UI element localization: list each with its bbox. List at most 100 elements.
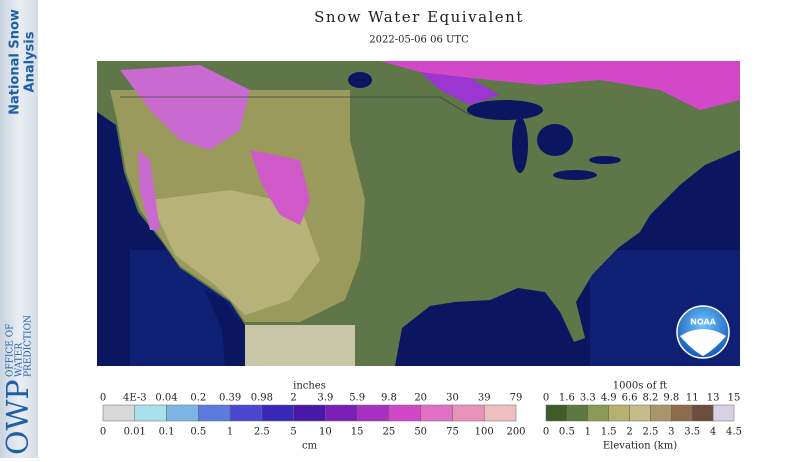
legend-swatch	[608, 404, 630, 422]
legend-swatch	[545, 404, 568, 422]
legend-label: 79	[510, 393, 523, 404]
legend-label: 15	[728, 393, 741, 404]
legend-label: 20	[414, 393, 427, 404]
legend-swatch	[229, 404, 263, 422]
snow	[120, 65, 250, 150]
legend-label: 0.01	[124, 427, 146, 438]
legend-label: 0	[100, 427, 106, 438]
legend-label: 2.5	[642, 427, 658, 438]
legend-label: 6.6	[622, 393, 638, 404]
legend-swatch	[325, 404, 358, 422]
org-logo: OWP OFFICE OF WATER PREDICTION	[1, 315, 36, 455]
map: NOAA	[97, 61, 740, 366]
noaa-bird	[680, 329, 726, 356]
lake	[589, 156, 621, 164]
desert	[150, 190, 320, 315]
gulf-of-california	[205, 290, 245, 366]
legend-swatch	[356, 404, 390, 422]
legend-swatch	[691, 404, 714, 422]
baja-region	[245, 325, 355, 366]
legend-swatch	[388, 404, 421, 422]
legend-label: 4E-3	[123, 393, 147, 404]
legend-label: 9.8	[381, 393, 397, 404]
legend-label: 3.9	[317, 393, 333, 404]
legend-swatch	[483, 404, 517, 422]
legend-label: 0.5	[190, 427, 206, 438]
title: Snow Water Equivalent	[314, 8, 524, 26]
legend-label: 1.6	[559, 393, 575, 404]
lake	[537, 124, 573, 156]
legend-label: 3.5	[684, 427, 700, 438]
legend-label: 10	[319, 427, 332, 438]
snow	[250, 150, 310, 225]
legend-swatch	[134, 404, 167, 422]
org-line: OFFICE OF	[6, 324, 16, 377]
legend-label: 0	[543, 427, 549, 438]
lake	[348, 72, 372, 88]
product-line: Analysis	[23, 31, 38, 92]
legend-label: 25	[383, 427, 396, 438]
legend-label: 0.1	[159, 427, 175, 438]
legend-label: 5.9	[349, 393, 365, 404]
legend-label: 0	[543, 393, 549, 404]
lake	[553, 170, 597, 180]
legend-swatch	[452, 404, 485, 422]
legend-swatch	[650, 404, 672, 422]
legend-label: 0.2	[190, 393, 206, 404]
subtitle: 2022-05-06 06 UTC	[369, 35, 469, 46]
legend-swatch	[671, 404, 693, 422]
border	[120, 96, 471, 116]
legend-label: 2	[626, 427, 632, 438]
legend-label: 3.3	[580, 393, 596, 404]
legend-swatch	[198, 404, 231, 422]
legend-swatch	[293, 404, 326, 422]
legend-unit: inches	[293, 381, 326, 392]
legend-swatch	[587, 404, 609, 422]
legend-label: 8.2	[642, 393, 658, 404]
legend-unit: Elevation (km)	[603, 441, 677, 452]
legend-label: 0.98	[251, 393, 273, 404]
legend-label: 1.5	[601, 427, 617, 438]
legend-label: 9.8	[663, 393, 679, 404]
org-line: WATER	[15, 343, 25, 377]
legend-label: 200	[506, 427, 525, 438]
legend-swatch	[629, 404, 651, 422]
lake	[467, 100, 543, 120]
org-short: OWP	[1, 379, 36, 455]
legend-label: 0.04	[155, 393, 177, 404]
legend-label: 4.9	[601, 393, 617, 404]
legend-swatch	[166, 404, 199, 422]
legend-swatch	[261, 404, 294, 422]
legend-label: 100	[475, 427, 494, 438]
snow	[138, 150, 160, 230]
legend-label: 5	[290, 427, 296, 438]
legend-label: 0.39	[219, 393, 241, 404]
legend-label: 0	[100, 393, 106, 404]
legend-label: 4.5	[726, 427, 742, 438]
product-name: National Snow Analysis	[8, 9, 38, 115]
legend-swatch	[420, 404, 453, 422]
legend-unit: 1000s of ft	[613, 381, 667, 392]
legend-label: 39	[478, 393, 491, 404]
legend-swatch	[712, 404, 735, 422]
legend-label: 4	[710, 427, 716, 438]
legend-swatch	[102, 404, 136, 422]
legend-unit: cm	[302, 441, 318, 452]
snow	[420, 72, 500, 105]
legend-label: 2.5	[254, 427, 270, 438]
logo-text: NOAA	[690, 318, 716, 327]
snow	[380, 61, 740, 110]
legend-label: 1	[227, 427, 233, 438]
sidebar	[0, 0, 38, 458]
legend-label: 15	[351, 427, 364, 438]
org-line: PREDICTION	[24, 315, 34, 377]
legend-label: 2	[290, 393, 296, 404]
legend-swatch	[566, 404, 589, 422]
legend-label: 75	[446, 427, 459, 438]
legend-label: 11	[686, 393, 699, 404]
legend-label: 1	[585, 427, 591, 438]
lake	[512, 117, 528, 173]
legend-label: 3	[668, 427, 674, 438]
